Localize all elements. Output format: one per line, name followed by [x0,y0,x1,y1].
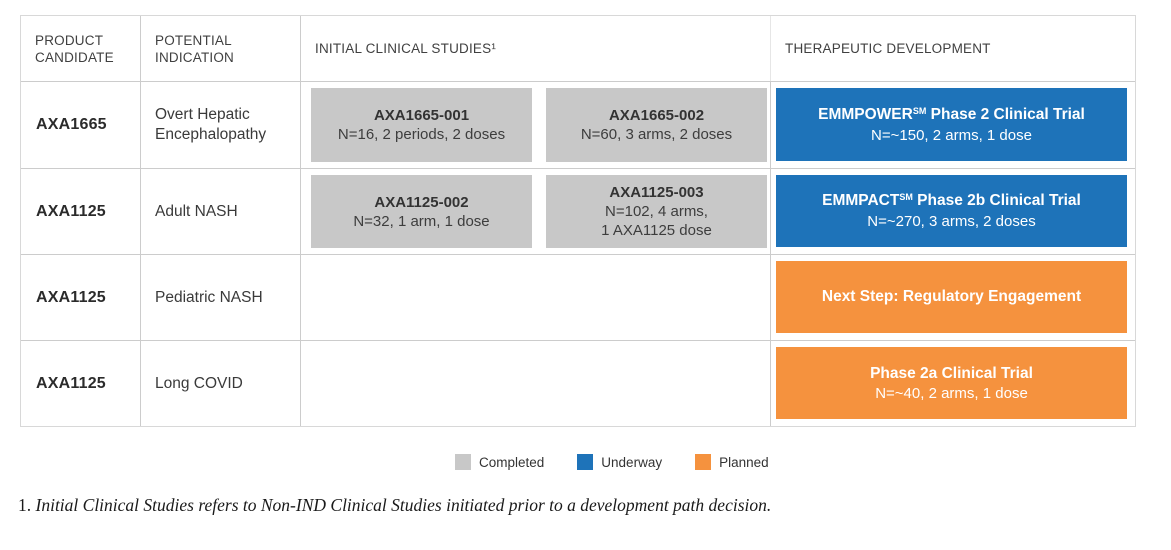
underway-swatch-icon [577,454,594,470]
legend-item-underway: Underway [577,454,662,470]
dev-servicemark: SM [912,105,927,116]
row3-studies-cell [301,254,771,340]
row1-studies-cell: AXA1665-001 N=16, 2 periods, 2 doses AXA… [301,81,771,168]
study-title: AXA1665-002 [608,107,705,124]
study-box-axa1125-003: AXA1125-003 N=102, 4 arms, 1 AXA1125 dos… [546,175,767,248]
row2-indication: Adult NASH [141,168,301,254]
row1-indication: Overt Hepatic Encephalopathy [141,81,301,168]
header-potential-indication: POTENTIAL INDICATION [141,16,301,81]
study-subtitle: N=16, 2 periods, 2 doses [337,126,506,143]
status-legend: Completed Underway Planned [455,454,769,470]
study-box-axa1665-002: AXA1665-002 N=60, 3 arms, 2 doses [546,88,767,162]
dev-box-phase2a: Phase 2a Clinical Trial N=~40, 2 arms, 1… [776,347,1127,419]
dev-brand: Next Step: Regulatory Engagement [821,288,1082,305]
dev-title-rest: Phase 2 Clinical Trial [926,105,1085,123]
dev-brand: EMMPOWER [818,105,913,123]
header-initial-clinical-studies: INITIAL CLINICAL STUDIES¹ [301,16,771,81]
legend-label: Underway [601,454,663,470]
dev-title: Next Step: Regulatory Engagement [786,287,1117,307]
dev-title: EMMPOWERSM Phase 2 Clinical Trial [786,105,1117,126]
row4-studies-cell [301,340,771,426]
footnote: 1. Initial Clinical Studies refers to No… [18,495,771,516]
dev-subtitle: N=~40, 2 arms, 1 dose [875,384,1028,402]
row2-development-cell: EMMPACTSM Phase 2b Clinical Trial N=~270… [771,168,1135,254]
row1-development-cell: EMMPOWERSM Phase 2 Clinical Trial N=~150… [771,81,1135,168]
legend-item-planned: Planned [695,454,769,470]
pipeline-table: PRODUCT CANDIDATE POTENTIAL INDICATION I… [20,15,1136,427]
dev-servicemark: SM [899,192,913,202]
study-box-axa1125-002: AXA1125-002 N=32, 1 arm, 1 dose [311,175,532,248]
footnote-number: 1. [18,495,32,515]
dev-box-regulatory-engagement: Next Step: Regulatory Engagement [776,261,1127,333]
study-subtitle-line2: 1 AXA1125 dose [601,222,712,239]
legend-label: Completed [479,454,545,470]
header-product-candidate: PRODUCT CANDIDATE [21,16,141,81]
dev-title-rest: Phase 2b Clinical Trial [912,192,1081,209]
planned-swatch-icon [695,454,712,470]
dev-box-emmpact: EMMPACTSM Phase 2b Clinical Trial N=~270… [776,175,1127,247]
row2-studies-cell: AXA1125-002 N=32, 1 arm, 1 dose AXA1125-… [301,168,771,254]
study-subtitle: N=102, 4 arms, [605,203,708,220]
legend-item-completed: Completed [455,454,544,470]
study-box-axa1665-001: AXA1665-001 N=16, 2 periods, 2 doses [311,88,532,162]
dev-subtitle: N=~270, 3 arms, 2 doses [867,213,1036,230]
row4-indication: Long COVID [141,340,301,426]
study-title: AXA1125-002 [374,193,469,211]
row1-candidate: AXA1665 [21,81,141,168]
row3-development-cell: Next Step: Regulatory Engagement [771,254,1135,340]
row4-development-cell: Phase 2a Clinical Trial N=~40, 2 arms, 1… [771,340,1135,426]
header-therapeutic-development: THERAPEUTIC DEVELOPMENT [785,41,991,56]
dev-brand: Phase 2a Clinical Trial [870,364,1033,382]
row3-indication: Pediatric NASH [141,254,301,340]
study-subtitle: N=32, 1 arm, 1 dose [353,212,490,230]
dev-brand: EMMPACT [822,192,900,209]
study-subtitle: N=60, 3 arms, 2 doses [580,126,733,143]
row4-candidate: AXA1125 [21,340,141,426]
footnote-text: Initial Clinical Studies refers to Non-I… [35,495,772,515]
dev-title: EMMPACTSM Phase 2b Clinical Trial [786,191,1117,212]
row3-candidate: AXA1125 [21,254,141,340]
row2-candidate: AXA1125 [21,168,141,254]
dev-box-emmpower: EMMPOWERSM Phase 2 Clinical Trial N=~150… [776,88,1127,161]
completed-swatch-icon [455,454,471,470]
study-title: AXA1125-003 [609,184,704,201]
dev-subtitle: N=~150, 2 arms, 1 dose [871,126,1032,144]
legend-label: Planned [719,454,769,470]
dev-title: Phase 2a Clinical Trial [786,364,1117,384]
study-title: AXA1665-001 [373,107,470,124]
